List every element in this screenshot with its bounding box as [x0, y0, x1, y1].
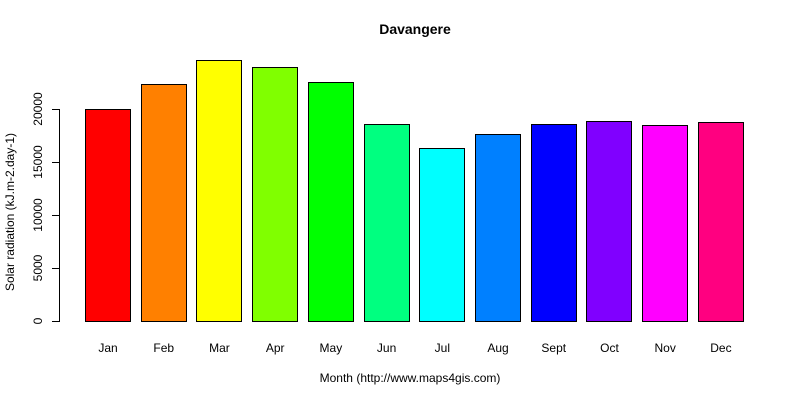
bar-jan: [85, 108, 131, 322]
bar-aug: [475, 134, 522, 322]
y-axis-line: [59, 109, 60, 322]
month-label-mar: Mar: [209, 341, 230, 355]
bar-may: [307, 82, 354, 322]
y-tick: [52, 321, 59, 322]
bar-nov: [642, 124, 689, 322]
y-tick-label: 20000: [31, 92, 45, 126]
y-tick: [52, 109, 59, 110]
bar-sept: [530, 123, 577, 322]
month-label-apr: Apr: [265, 341, 285, 355]
y-tick-label: 15000: [31, 145, 45, 179]
bar-dec: [697, 121, 744, 322]
month-label-feb: Feb: [153, 341, 175, 355]
month-label-may: May: [319, 341, 343, 355]
y-tick-label: 10000: [31, 198, 45, 232]
month-label-jul: Jul: [434, 341, 450, 355]
month-label-jun: Jun: [376, 341, 397, 355]
y-tick: [52, 162, 59, 163]
month-label-dec: Dec: [710, 341, 732, 355]
x-axis-label: Month (http://www.maps4gis.com): [319, 371, 501, 385]
bar-apr: [252, 66, 299, 322]
y-tick-label: 0: [31, 317, 45, 325]
y-tick-label: 5000: [31, 254, 45, 282]
chart-title: Davangere: [379, 21, 451, 37]
bar-feb: [140, 83, 187, 322]
month-label-aug: Aug: [487, 341, 509, 355]
y-tick: [52, 215, 59, 216]
bar-jun: [363, 123, 410, 322]
bar-oct: [586, 120, 633, 322]
month-label-nov: Nov: [654, 341, 676, 355]
month-label-jan: Jan: [98, 341, 118, 355]
y-axis-label: Solar radiation (kJ.m-2.day-1): [3, 132, 17, 292]
bar-jul: [419, 148, 466, 322]
y-tick: [52, 268, 59, 269]
month-label-sept: Sept: [541, 341, 567, 355]
month-label-oct: Oct: [600, 341, 619, 355]
bar-mar: [196, 60, 243, 322]
